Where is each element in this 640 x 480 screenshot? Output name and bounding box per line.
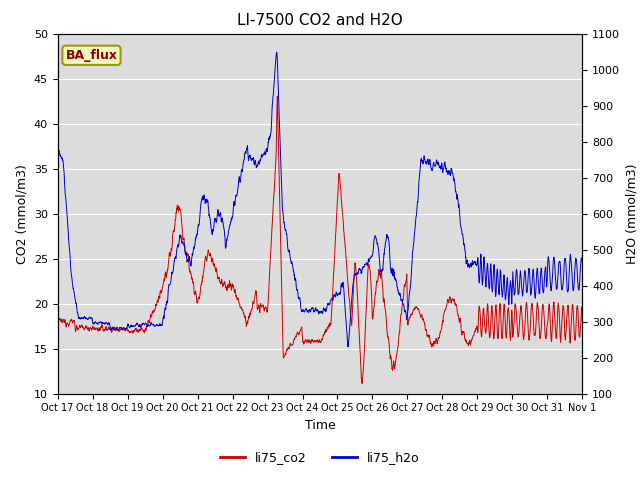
li75_co2 <box>564 303 572 309</box>
li75_h2o <box>564 289 572 295</box>
li75_co2 <box>295 331 303 336</box>
li75_h2o <box>309 306 317 312</box>
li75_co2 <box>579 306 586 312</box>
Y-axis label: CO2 (mmol/m3): CO2 (mmol/m3) <box>15 164 28 264</box>
li75_h2o <box>273 49 280 55</box>
Legend: li75_co2, li75_h2o: li75_co2, li75_h2o <box>215 446 425 469</box>
li75_h2o <box>344 344 352 350</box>
li75_co2 <box>358 381 366 386</box>
X-axis label: Time: Time <box>305 419 335 432</box>
li75_co2 <box>564 306 572 312</box>
li75_h2o <box>295 296 303 301</box>
Text: BA_flux: BA_flux <box>65 49 118 62</box>
li75_h2o <box>81 314 88 320</box>
Line: li75_h2o: li75_h2o <box>58 52 582 347</box>
Title: LI-7500 CO2 and H2O: LI-7500 CO2 and H2O <box>237 13 403 28</box>
li75_co2 <box>54 318 61 324</box>
li75_h2o <box>54 144 61 150</box>
Line: li75_co2: li75_co2 <box>58 96 582 384</box>
Y-axis label: H2O (mmol/m3): H2O (mmol/m3) <box>626 163 639 264</box>
li75_co2 <box>467 338 475 344</box>
li75_co2 <box>273 93 281 99</box>
li75_h2o <box>564 288 572 294</box>
li75_co2 <box>81 327 88 333</box>
li75_co2 <box>309 338 317 344</box>
li75_h2o <box>467 264 475 270</box>
li75_h2o <box>579 259 586 265</box>
